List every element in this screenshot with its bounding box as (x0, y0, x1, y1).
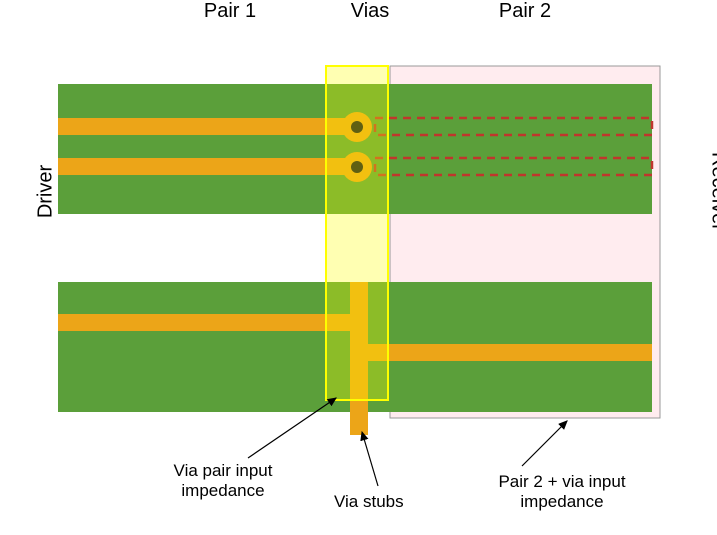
trace-top-2 (58, 158, 355, 175)
diagram-stage: Pair 1 Vias Pair 2 Driver Receiver (0, 0, 717, 535)
arrow-pair2 (522, 421, 567, 466)
trace-top-1 (58, 118, 355, 135)
ann-via-stubs: Via stubs (334, 492, 454, 512)
trace-bot-short (58, 314, 368, 331)
ann-pair2-l2: impedance (520, 492, 603, 511)
diagram-svg (0, 0, 717, 535)
trace-bot-long (350, 344, 652, 361)
arrow-via-stubs (362, 432, 378, 486)
via-highlight-box (326, 66, 388, 400)
ann-via-pair-l1: Via pair input (174, 461, 273, 480)
ann-via-pair-input: Via pair input impedance (138, 461, 308, 500)
ann-pair2-l1: Pair 2 + via input (498, 472, 625, 491)
ann-via-pair-l2: impedance (181, 481, 264, 500)
ann-pair2-via: Pair 2 + via input impedance (472, 472, 652, 511)
